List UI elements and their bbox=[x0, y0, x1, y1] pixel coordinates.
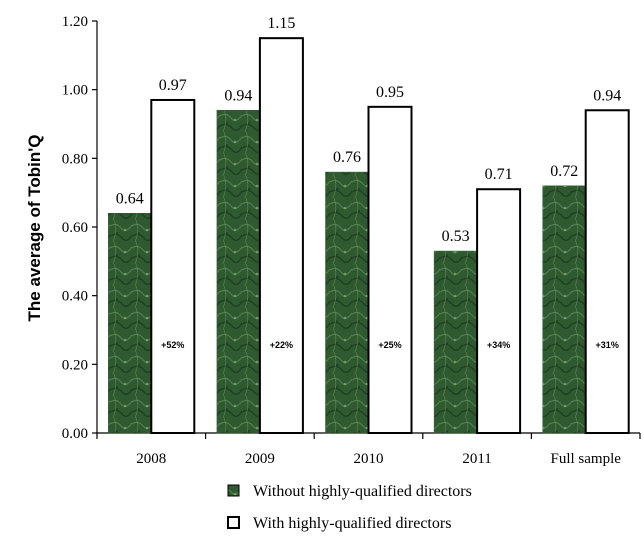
percent-increase-label: +25% bbox=[378, 340, 401, 350]
bar-with bbox=[258, 37, 304, 435]
data-label-with: 0.95 bbox=[376, 84, 404, 101]
y-tick-label: 1.20 bbox=[62, 14, 88, 30]
legend-label-with: With highly-qualified directors bbox=[253, 515, 451, 532]
bar-with bbox=[476, 188, 522, 434]
bar-with bbox=[584, 109, 630, 435]
legend-swatch-with bbox=[227, 516, 240, 529]
percent-increase-label: +34% bbox=[487, 340, 510, 350]
y-tick-label: 0.40 bbox=[62, 289, 88, 305]
bar-with bbox=[367, 105, 413, 434]
y-tick-label: 0.00 bbox=[62, 426, 88, 442]
data-label-without: 0.94 bbox=[224, 87, 252, 104]
x-tick-label: 2010 bbox=[354, 451, 384, 467]
legend-swatch-without bbox=[227, 484, 240, 497]
percent-increase-label: +22% bbox=[270, 340, 293, 350]
data-label-with: 0.97 bbox=[159, 77, 187, 94]
percent-increase-label: +52% bbox=[161, 340, 184, 350]
data-label-without: 0.64 bbox=[116, 190, 144, 207]
data-label-with: 0.94 bbox=[593, 87, 621, 104]
chart-legend: Without highly-qualified directors With h… bbox=[227, 483, 472, 532]
percent-increase-label: +31% bbox=[596, 340, 619, 350]
data-label-without: 0.72 bbox=[550, 163, 578, 180]
y-axis-label: The average of Tobin'Q bbox=[25, 135, 44, 322]
y-tick-label: 0.20 bbox=[62, 357, 88, 373]
data-label-without: 0.76 bbox=[333, 149, 361, 166]
data-label-with: 0.71 bbox=[485, 166, 513, 183]
bar-with bbox=[150, 98, 196, 434]
data-label-with: 1.15 bbox=[267, 15, 295, 32]
chart-axes: 0.00 0.20 0.40 0.60 0.80 1.00 1.20 2008 2009 2010… bbox=[62, 14, 641, 467]
x-tick-label: 2008 bbox=[136, 451, 166, 467]
x-tick-label: 2011 bbox=[462, 451, 491, 467]
y-tick-label: 0.60 bbox=[62, 220, 88, 236]
bar-without bbox=[325, 171, 369, 434]
bar-without bbox=[542, 185, 586, 434]
bar-without bbox=[216, 110, 261, 434]
bar-without bbox=[108, 213, 152, 434]
y-tick-label: 0.80 bbox=[62, 151, 88, 167]
y-tick-label: 1.00 bbox=[62, 83, 88, 99]
x-tick-label: 2009 bbox=[245, 451, 275, 467]
x-tick-label: Full sample bbox=[550, 451, 621, 467]
chart-bars bbox=[108, 37, 630, 435]
legend-label-without: Without highly-qualified directors bbox=[253, 483, 472, 500]
chart-labels: 0.64 0.97 +52% 0.94 1.15 +22% 0.76 0.95 +25% 0.53… bbox=[116, 15, 621, 350]
bar-without bbox=[433, 250, 478, 434]
data-label-without: 0.53 bbox=[442, 228, 470, 245]
